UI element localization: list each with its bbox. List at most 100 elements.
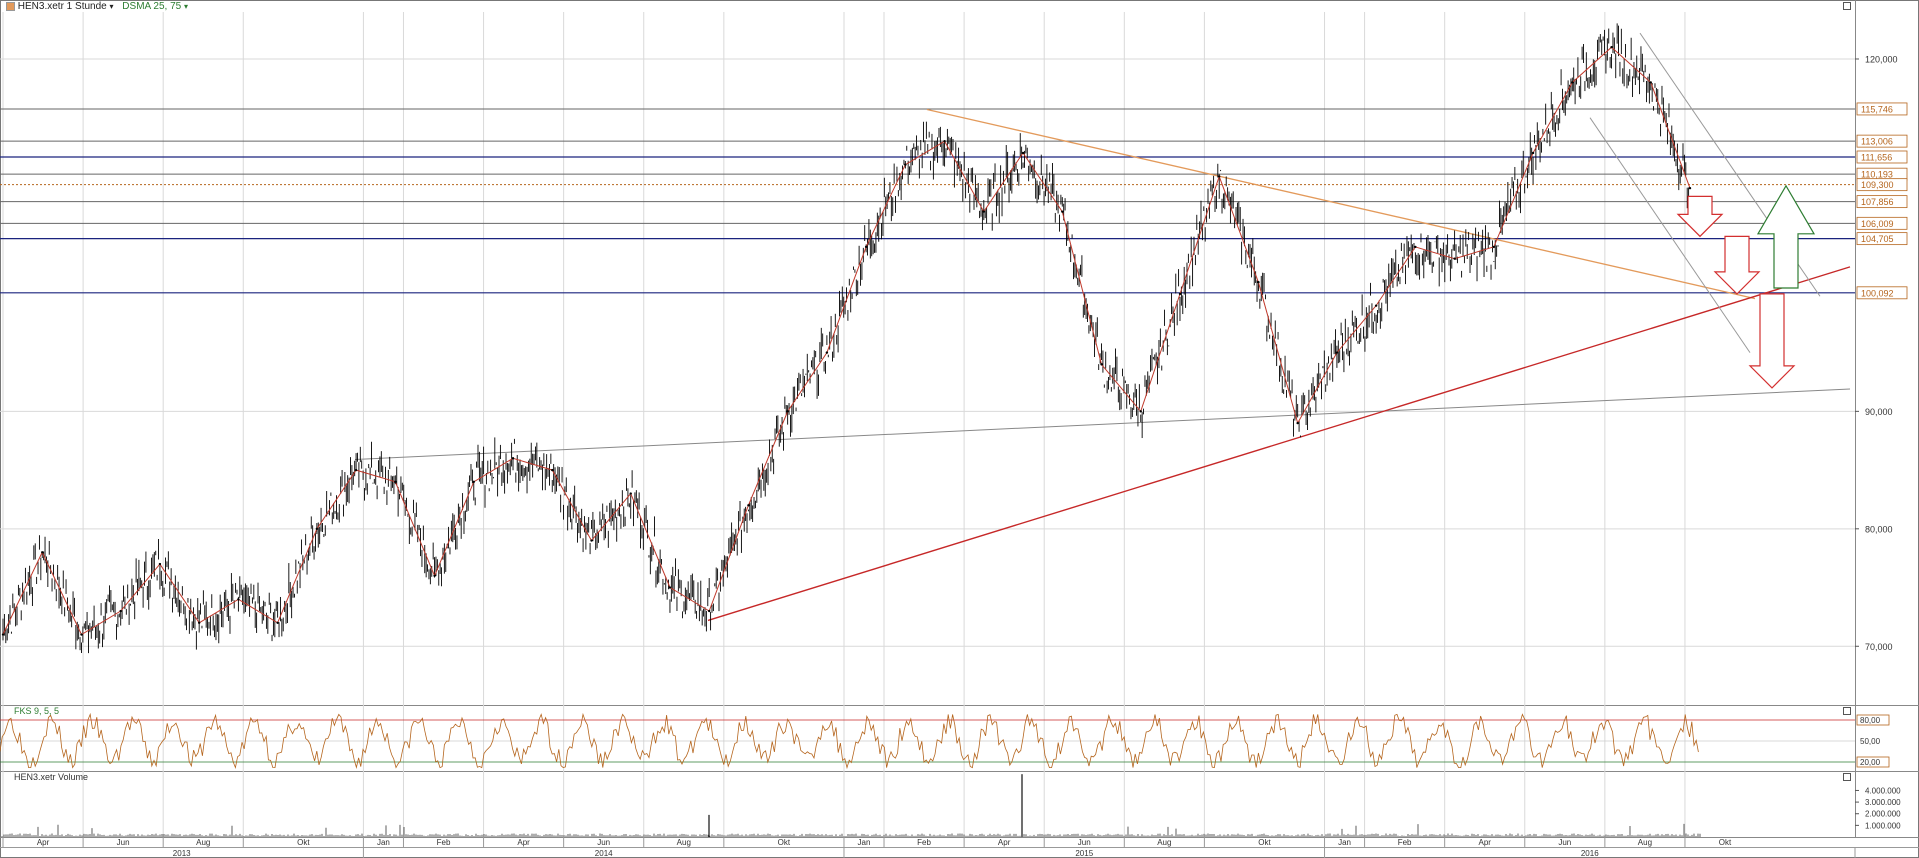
level-label: 107,856 xyxy=(1861,197,1894,207)
level-label-box xyxy=(1856,178,1908,192)
year-label: 2013 xyxy=(173,849,191,858)
price-point xyxy=(1492,245,1496,249)
price-point xyxy=(747,504,750,507)
level-label: 104,705 xyxy=(1861,234,1894,244)
maximize-volume-panel-icon[interactable] xyxy=(1843,773,1851,781)
price-series[interactable] xyxy=(1,23,1692,654)
price-tick-label: 70,000 xyxy=(1865,642,1893,652)
price-point xyxy=(472,480,475,484)
year-label: 2016 xyxy=(1581,849,1599,858)
level-label: 100,092 xyxy=(1861,288,1894,298)
level-label: 110,193 xyxy=(1861,170,1893,180)
chart-legend: HEN3.xetr 1 Stunde ▾ DSMA 25, 75 ▾ xyxy=(6,1,188,12)
level-label: 113,006 xyxy=(1861,137,1893,147)
month-label: Apr xyxy=(998,838,1011,847)
price-point xyxy=(1,633,5,636)
price-point xyxy=(41,551,44,554)
level-label: 111,656 xyxy=(1861,152,1892,162)
moving-average-line xyxy=(2,46,1691,636)
large-down-arrow-icon xyxy=(1748,293,1796,389)
volume-tick-label: 1.000.000 xyxy=(1865,821,1901,830)
price-point xyxy=(1061,210,1064,213)
price-point xyxy=(119,609,122,613)
price-point xyxy=(1296,421,1299,425)
price-point xyxy=(1257,280,1260,284)
instrument-dropdown-icon[interactable]: ▾ xyxy=(109,2,114,11)
price-point xyxy=(433,574,436,577)
price-tick-label: 120,000 xyxy=(1865,54,1898,64)
price-point xyxy=(1139,410,1142,413)
price-point xyxy=(590,539,593,542)
stochastic-line xyxy=(0,712,1699,770)
volume-panel: 4.000.000 3.000.000 2.000.000 1.000.000 xyxy=(1,774,1901,837)
month-label: Okt xyxy=(1719,838,1732,847)
price-point xyxy=(1178,292,1182,296)
long-trendline-gray xyxy=(354,388,1851,461)
price-point xyxy=(1374,304,1378,307)
stochastic-tick-label: 80,00 xyxy=(1860,716,1881,725)
level-label-box xyxy=(1856,286,1908,300)
time-axis: Apr Jun Aug Okt Jan Feb Apr Jun Aug Okt Jan Feb Apr J… xyxy=(0,837,1919,858)
month-label: Jun xyxy=(117,838,130,847)
price-point xyxy=(394,480,397,484)
month-label: Feb xyxy=(1398,838,1412,847)
price-point xyxy=(1335,351,1339,354)
channel-line-lower xyxy=(1589,117,1751,353)
level-label-box xyxy=(1856,195,1908,209)
price-tick-label: 90,000 xyxy=(1865,407,1893,417)
price-point xyxy=(825,351,829,354)
month-label: Feb xyxy=(917,838,931,847)
volume-tick-label: 4.000.000 xyxy=(1865,786,1901,795)
price-point xyxy=(315,527,319,531)
month-label: Feb xyxy=(437,838,451,847)
stochastic-tick-label: 20,00 xyxy=(1860,758,1881,767)
level-label-box xyxy=(1856,134,1908,148)
price-point xyxy=(1021,151,1025,155)
instrument-color-swatch xyxy=(6,1,15,11)
price-point xyxy=(904,163,907,166)
downtrend-line-orange xyxy=(926,108,1756,300)
month-label: Aug xyxy=(196,838,210,847)
month-label: Jun xyxy=(597,838,610,847)
level-label: 115,746 xyxy=(1861,104,1893,114)
level-label-box xyxy=(1856,102,1908,116)
price-point xyxy=(982,210,986,213)
price-point xyxy=(1531,151,1535,155)
month-label: Aug xyxy=(1638,838,1652,847)
price-point xyxy=(158,562,162,566)
price-point xyxy=(197,621,201,624)
price-point xyxy=(1610,46,1613,49)
indicator-dropdown-icon[interactable]: ▾ xyxy=(184,2,189,11)
month-label: Aug xyxy=(1157,838,1171,847)
price-point xyxy=(786,410,789,413)
level-label: 109,300 xyxy=(1861,180,1894,190)
price-point xyxy=(276,621,279,624)
month-label: Jun xyxy=(1558,838,1571,847)
price-point xyxy=(668,586,672,589)
price-tick-label: 80,000 xyxy=(1865,524,1893,534)
uptrend-line-red xyxy=(707,266,1851,622)
month-label: Jan xyxy=(858,838,871,847)
maximize-main-panel-icon[interactable] xyxy=(1843,2,1851,10)
month-label: Okt xyxy=(297,838,310,847)
instrument-label[interactable]: HEN3.xetr 1 Stunde xyxy=(17,1,107,12)
level-label-box xyxy=(1856,150,1908,164)
price-point xyxy=(629,492,632,495)
price-point xyxy=(707,609,711,613)
maximize-stochastic-panel-icon[interactable] xyxy=(1843,707,1851,715)
small-down-arrow-icon xyxy=(1676,195,1724,238)
month-label: Okt xyxy=(1258,838,1271,847)
year-label: 2015 xyxy=(1075,849,1093,858)
month-label: Aug xyxy=(677,838,691,847)
indicator-label[interactable]: DSMA 25, 75 xyxy=(122,1,182,12)
trend-lines xyxy=(354,32,1851,622)
stochastic-label[interactable]: FKS 9, 5, 5 xyxy=(14,706,60,716)
price-point xyxy=(1100,363,1103,366)
month-label: Apr xyxy=(37,838,50,847)
volume-label[interactable]: HEN3.xetr Volume xyxy=(14,772,89,782)
stochastic-tick-label: 50,00 xyxy=(1860,737,1881,746)
